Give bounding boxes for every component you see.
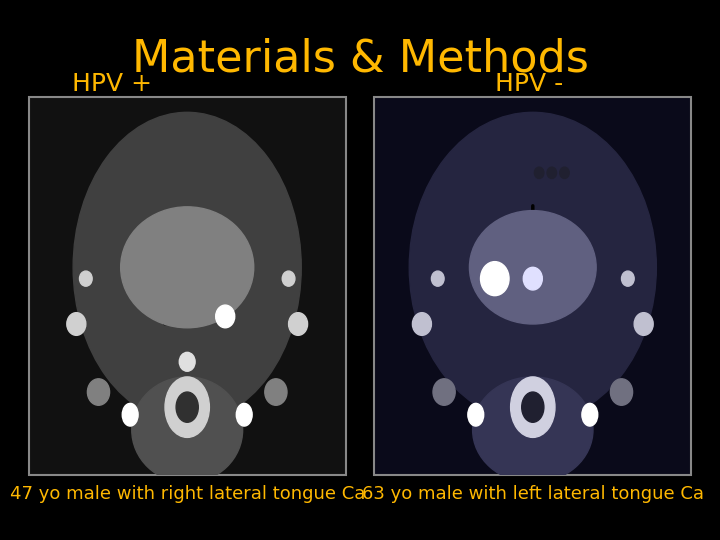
- Text: 47 yo male with right lateral tongue Ca: 47 yo male with right lateral tongue Ca: [9, 485, 365, 503]
- Ellipse shape: [236, 403, 252, 426]
- Text: HPV +: HPV +: [71, 72, 152, 96]
- Ellipse shape: [523, 267, 542, 290]
- Ellipse shape: [121, 207, 253, 328]
- Ellipse shape: [413, 313, 431, 335]
- Ellipse shape: [179, 353, 195, 372]
- Ellipse shape: [433, 379, 455, 405]
- Ellipse shape: [534, 167, 544, 178]
- Ellipse shape: [522, 392, 544, 422]
- Ellipse shape: [621, 271, 634, 286]
- FancyBboxPatch shape: [29, 97, 346, 475]
- Ellipse shape: [611, 379, 633, 405]
- Ellipse shape: [582, 403, 598, 426]
- Ellipse shape: [87, 379, 109, 405]
- Ellipse shape: [480, 262, 509, 296]
- Ellipse shape: [165, 377, 210, 437]
- Ellipse shape: [289, 313, 307, 335]
- Ellipse shape: [79, 271, 92, 286]
- Ellipse shape: [216, 305, 235, 328]
- Ellipse shape: [472, 377, 593, 483]
- Ellipse shape: [67, 313, 86, 335]
- Text: 63 yo male with left lateral tongue Ca: 63 yo male with left lateral tongue Ca: [361, 485, 703, 503]
- Ellipse shape: [634, 313, 653, 335]
- Ellipse shape: [122, 403, 138, 426]
- Ellipse shape: [176, 392, 198, 422]
- Ellipse shape: [547, 167, 557, 178]
- Ellipse shape: [510, 377, 555, 437]
- FancyBboxPatch shape: [374, 97, 691, 475]
- Ellipse shape: [431, 271, 444, 286]
- Ellipse shape: [559, 167, 570, 178]
- Text: Materials & Methods: Materials & Methods: [132, 38, 588, 81]
- Ellipse shape: [73, 112, 301, 422]
- Ellipse shape: [468, 403, 484, 426]
- Ellipse shape: [265, 379, 287, 405]
- Ellipse shape: [132, 377, 243, 483]
- Ellipse shape: [282, 271, 295, 286]
- Ellipse shape: [409, 112, 657, 422]
- Ellipse shape: [469, 211, 596, 324]
- Text: HPV -: HPV -: [495, 72, 563, 96]
